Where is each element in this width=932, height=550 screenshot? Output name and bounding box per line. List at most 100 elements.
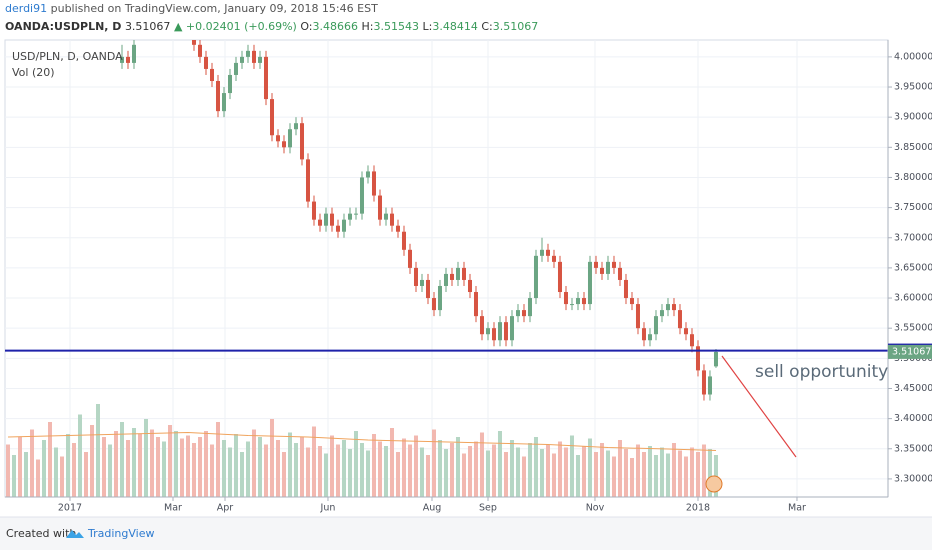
- volume-bar: [161, 441, 166, 497]
- candle-body: [443, 273, 448, 286]
- volume-bar: [233, 434, 238, 497]
- candle-body: [305, 159, 310, 202]
- candle-body: [425, 279, 430, 299]
- candle-body: [581, 298, 586, 305]
- candle-body: [449, 273, 454, 280]
- candle-body: [245, 50, 250, 57]
- candle-body: [257, 56, 262, 63]
- x-tick-label: 2017: [58, 503, 82, 514]
- volume-bar: [497, 431, 502, 497]
- candle-body: [335, 225, 340, 232]
- candle-body: [299, 123, 304, 160]
- candle-body: [209, 68, 214, 81]
- volume-bar: [29, 429, 34, 497]
- volume-bar: [587, 438, 592, 497]
- footer-brand[interactable]: TradingView: [87, 527, 154, 540]
- volume-bar: [419, 447, 424, 497]
- volume-bar: [347, 449, 352, 497]
- volume-bar: [335, 444, 340, 497]
- candle-body: [365, 171, 370, 178]
- last-price-label: 3.51067: [892, 346, 931, 357]
- candle-body: [251, 50, 256, 63]
- volume-bar: [557, 441, 562, 497]
- volume-bar: [209, 444, 214, 497]
- volume-bar: [527, 443, 532, 497]
- candle-body: [659, 310, 664, 317]
- volume-bar: [47, 422, 52, 497]
- y-tick-label: 4.00000: [894, 51, 932, 62]
- volume-bar: [683, 456, 688, 497]
- author[interactable]: derdi91: [5, 2, 47, 15]
- volume-bar: [323, 453, 328, 497]
- header-line: derdi91 published on TradingView.com, Ja…: [5, 2, 378, 15]
- volume-bar: [665, 453, 670, 497]
- volume-bar: [425, 455, 430, 497]
- volume-bar: [179, 438, 184, 497]
- volume-bar: [395, 452, 400, 497]
- change: ▲ +0.02401 (+0.69%): [174, 20, 297, 33]
- ohlc-value: 3.48414: [432, 20, 478, 33]
- volume-bar: [647, 446, 652, 497]
- volume-bar: [473, 441, 478, 497]
- volume-bar: [521, 456, 526, 497]
- candle-body: [611, 261, 616, 268]
- volume-bar: [611, 456, 616, 497]
- volume-bar: [491, 444, 496, 497]
- volume-bar: [59, 456, 64, 497]
- candle-body: [323, 213, 328, 226]
- volume-bar: [41, 440, 46, 497]
- candle-body: [629, 298, 634, 305]
- volume-bar: [617, 440, 622, 497]
- volume-bar: [401, 438, 406, 497]
- volume-bar: [413, 435, 418, 497]
- candle-body: [569, 304, 574, 306]
- volume-bar: [245, 441, 250, 497]
- volume-bar: [149, 429, 154, 497]
- brand-logo: [66, 530, 84, 538]
- candle-body: [551, 255, 556, 262]
- volume-bar: [599, 443, 604, 497]
- event-icon[interactable]: [705, 475, 723, 493]
- candle-body: [647, 334, 652, 341]
- y-tick-label: 3.85000: [894, 142, 932, 153]
- candle-body: [119, 56, 124, 63]
- volume-pane: [5, 404, 718, 497]
- volume-bar: [341, 440, 346, 497]
- y-tick-label: 3.65000: [894, 262, 932, 273]
- x-tick-label: Jun: [320, 503, 336, 514]
- ohlc-label: H:: [362, 20, 374, 33]
- candle-body: [599, 267, 604, 274]
- volume-bar: [143, 419, 148, 497]
- candle-body: [197, 44, 202, 57]
- candle-body: [461, 267, 466, 280]
- candle-body: [221, 93, 226, 112]
- candle-body: [389, 213, 394, 226]
- candle-body: [689, 334, 694, 347]
- candle-body: [227, 74, 232, 94]
- x-tick-label: Aug: [423, 503, 442, 514]
- ohlc-value: 3.51543: [374, 20, 420, 33]
- volume-bar: [329, 435, 334, 497]
- candle-body: [617, 267, 622, 280]
- candle-body: [347, 213, 352, 220]
- legend-volume: Vol (20): [12, 66, 55, 79]
- candle-body: [605, 261, 610, 274]
- last-price-bg: [888, 344, 932, 359]
- candle-body: [269, 99, 274, 136]
- volume-bar: [431, 429, 436, 497]
- volume-bar: [197, 437, 202, 497]
- volume-bar: [281, 452, 286, 497]
- candle-body: [311, 201, 316, 220]
- y-tick-label: 3.60000: [894, 293, 932, 304]
- symbol: OANDA:USDPLN, D: [5, 20, 121, 33]
- x-tick-label: Sep: [479, 503, 497, 514]
- volume-bar: [569, 435, 574, 497]
- volume-bar: [377, 441, 382, 497]
- candle-body: [263, 56, 268, 100]
- candle-body: [437, 285, 442, 311]
- candle-body: [215, 80, 220, 112]
- volume-bar: [605, 450, 610, 497]
- volume-bar: [485, 450, 490, 497]
